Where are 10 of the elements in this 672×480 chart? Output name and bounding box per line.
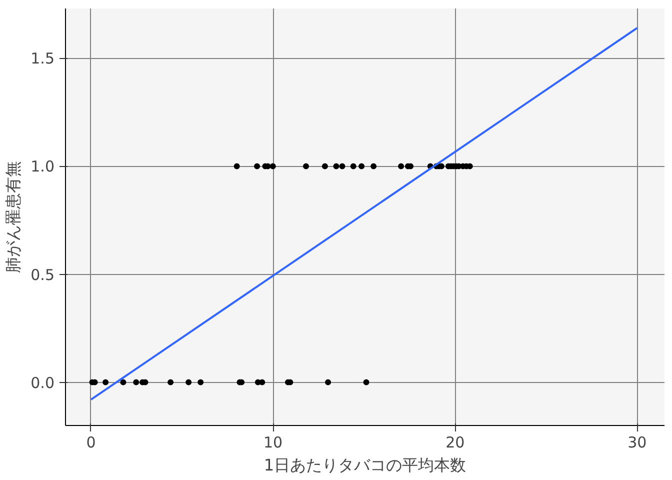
y-axis-title: 肺がん罹患有無 — [4, 161, 23, 273]
y-tick-label: 1.5 — [30, 50, 55, 68]
x-axis-title: 1日あたりタバコの平均本数 — [264, 456, 466, 474]
x-tick-label: 20 — [446, 434, 465, 452]
x-tick-label: 30 — [628, 434, 647, 452]
y-tick-label: 1.0 — [30, 158, 55, 176]
y-tick-label: 0.0 — [30, 374, 55, 392]
x-tick-label: 10 — [264, 434, 283, 452]
x-tick-label: 0 — [86, 434, 96, 452]
y-tick-label: 0.5 — [30, 266, 55, 284]
